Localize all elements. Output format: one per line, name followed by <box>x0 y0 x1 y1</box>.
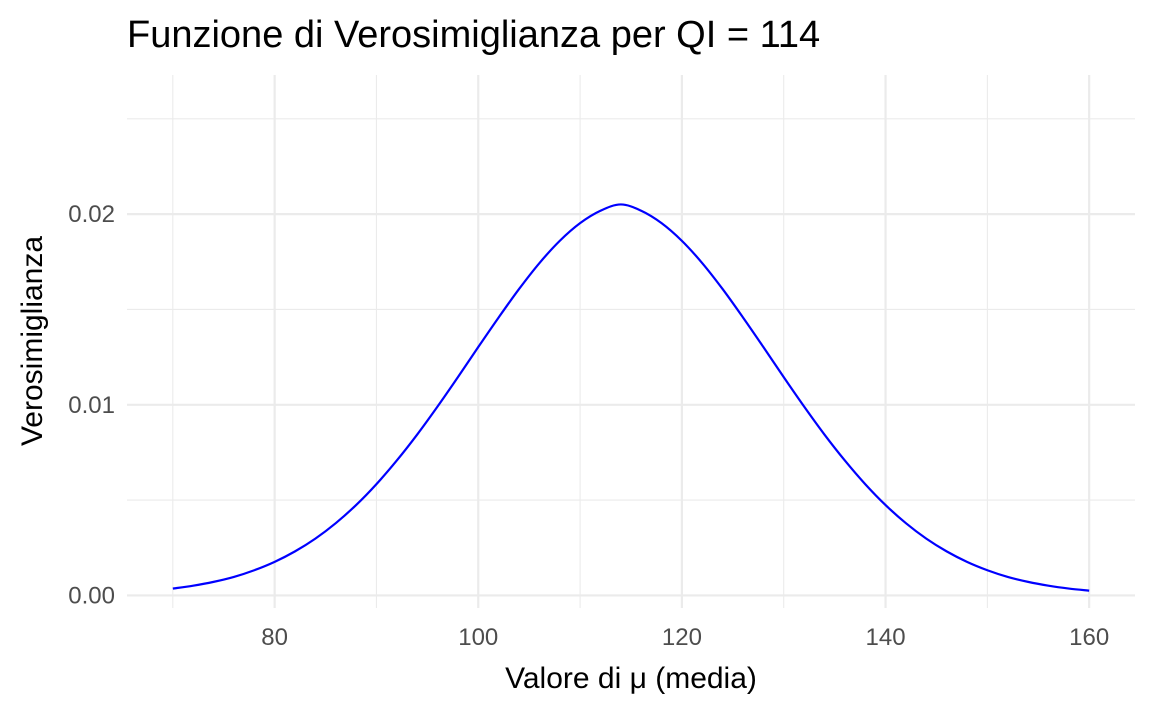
x-tick-label: 140 <box>866 624 906 651</box>
chart-title: Funzione di Verosimiglianza per QI = 114 <box>127 14 820 56</box>
x-tick-label: 100 <box>458 624 498 651</box>
tick-layer: 80 100 120 140 160 0.00 0.01 0.02 <box>68 201 1109 651</box>
y-tick-label: 0.01 <box>68 392 115 419</box>
x-tick-label: 80 <box>261 624 288 651</box>
series-layer <box>172 203 1090 592</box>
y-axis-title: Verosimiglianza <box>16 236 49 446</box>
grid-layer <box>127 75 1135 608</box>
x-tick-label: 160 <box>1069 624 1109 651</box>
x-axis-title: Valore di μ (media) <box>505 662 757 695</box>
y-tick-label: 0.02 <box>68 201 115 228</box>
y-tick-label: 0.00 <box>68 582 115 609</box>
likelihood-curve <box>172 203 1090 592</box>
x-tick-label: 120 <box>662 624 702 651</box>
